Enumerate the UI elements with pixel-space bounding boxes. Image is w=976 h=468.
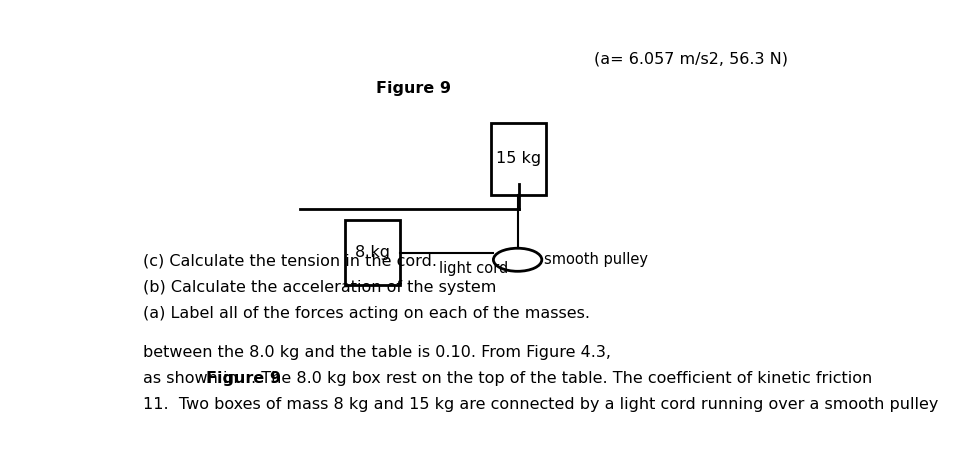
Text: between the 8.0 kg and the table is 0.10. From Figure 4.3,: between the 8.0 kg and the table is 0.10… — [143, 345, 611, 360]
Text: 11.  Two boxes of mass 8 kg and 15 kg are connected by a light cord running over: 11. Two boxes of mass 8 kg and 15 kg are… — [143, 397, 939, 412]
FancyBboxPatch shape — [346, 220, 399, 285]
Text: smooth pulley: smooth pulley — [544, 252, 648, 267]
Circle shape — [494, 248, 542, 271]
FancyBboxPatch shape — [491, 123, 546, 195]
Text: (a= 6.057 m/s2, 56.3 N): (a= 6.057 m/s2, 56.3 N) — [593, 52, 788, 67]
Text: (b) Calculate the acceleration of the system: (b) Calculate the acceleration of the sy… — [143, 280, 497, 295]
Text: 15 kg: 15 kg — [496, 151, 541, 166]
Text: . The 8.0 kg box rest on the top of the table. The coefficient of kinetic fricti: . The 8.0 kg box rest on the top of the … — [251, 371, 872, 386]
Text: (a) Label all of the forces acting on each of the masses.: (a) Label all of the forces acting on ea… — [143, 306, 590, 321]
Text: Figure 9: Figure 9 — [376, 81, 451, 96]
Text: Figure 9: Figure 9 — [206, 371, 281, 386]
Text: 8 kg: 8 kg — [355, 245, 389, 260]
Text: light cord: light cord — [439, 261, 508, 276]
Text: (c) Calculate the tension in the cord.: (c) Calculate the tension in the cord. — [143, 254, 437, 269]
Text: as shown in: as shown in — [143, 371, 243, 386]
